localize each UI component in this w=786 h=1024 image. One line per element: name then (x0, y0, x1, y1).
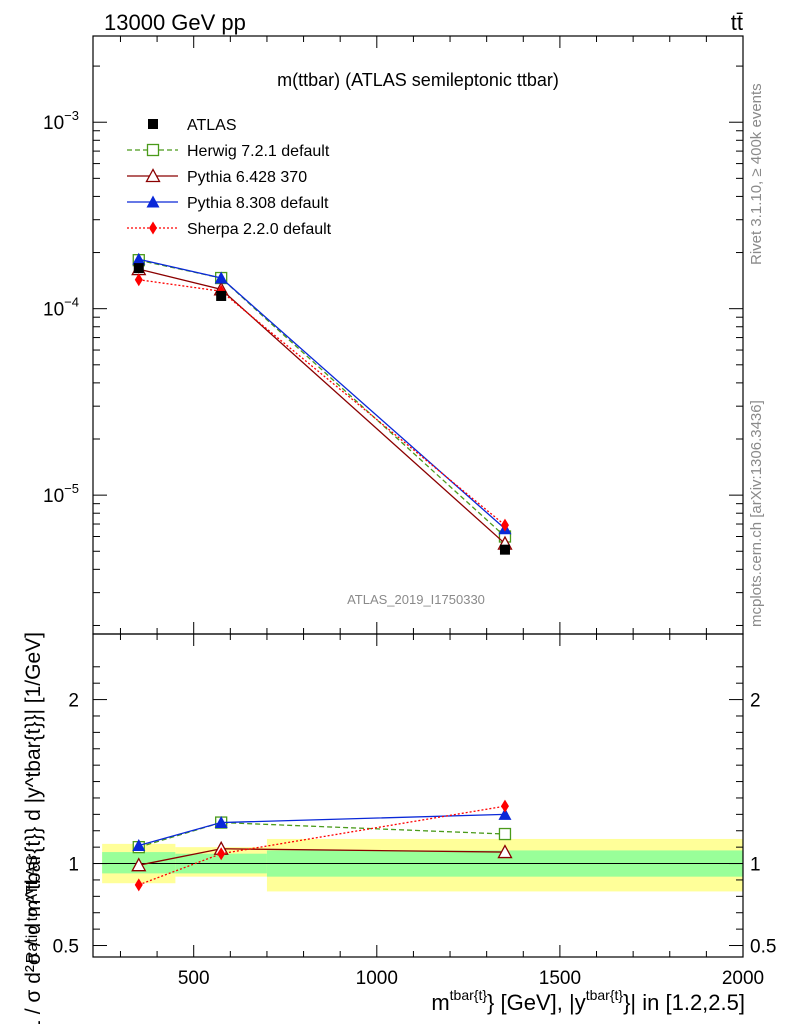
legend-label: Sherpa 2.2.0 default (187, 221, 332, 238)
series-line-main (138, 258, 506, 530)
ratio-y-tick-label-right: 1 (750, 855, 761, 876)
x-tick-label: 2000 (722, 968, 764, 989)
legend-label: Herwig 7.2.1 default (187, 143, 330, 160)
legend-marker (146, 195, 160, 208)
y-tick-label: 10−5 (43, 481, 79, 507)
y-tick-label: 10−3 (43, 108, 79, 134)
main-y-axis-title: 1 / σ d²σ / d m^tbar{t}} d |y^tbar{t}}| … (22, 632, 45, 1024)
x-tick-label: 1500 (539, 968, 581, 989)
legend-label: Pythia 8.308 default (187, 195, 329, 212)
series-ratio-point (500, 799, 509, 813)
series-line-main (138, 279, 506, 526)
ratio-uncertainty-bands (102, 838, 743, 892)
legend-marker (149, 221, 157, 235)
legend-marker (146, 143, 160, 157)
series-3 (134, 273, 509, 892)
legend: ATLAS Herwig 7.2.1 default Pythia 6.428 37… (127, 117, 332, 238)
series-line-main (138, 268, 506, 545)
series-ratio-point (498, 827, 512, 841)
process-label: tt̄ (731, 10, 743, 35)
ratio-y-tick-label: 2 (68, 691, 79, 712)
ticks-layer: 500 1000 1500 2000 10−5 10−4 10−3 0.5 0.5 1 1 2 2 (43, 36, 776, 989)
ratio-y-axis-title: Ratio to ATLAS (24, 855, 41, 963)
legend-entry: Sherpa 2.2.0 default (127, 221, 332, 238)
ratio-y-tick-label: 1 (68, 855, 79, 876)
series-ratio-point (131, 857, 147, 872)
data-point (499, 544, 510, 555)
legend-entry: Pythia 8.308 default (127, 195, 329, 212)
legend-marker (145, 168, 161, 183)
series-point (132, 252, 146, 265)
series-ratio-point (498, 807, 512, 820)
series-ratio-point (497, 844, 513, 859)
legend-label: Pythia 6.428 370 (187, 169, 307, 186)
series-2 (132, 252, 512, 852)
mcplots-label: mcplots.cern.ch [arXiv:1306.3436] (748, 400, 765, 627)
series-layer (131, 252, 513, 892)
data-point (216, 290, 227, 301)
energy-label: 13000 GeV pp (104, 10, 246, 35)
legend-entry: Herwig 7.2.1 default (127, 143, 330, 160)
series-point (214, 271, 228, 284)
data-series (133, 263, 510, 555)
series-ratio-point (214, 816, 228, 829)
legend-marker (148, 119, 158, 129)
ratio-y-tick-label-right: 0.5 (750, 937, 776, 958)
series-point (500, 518, 509, 532)
y-tick-label: 10−4 (43, 295, 79, 321)
x-axis-title: mtbar{t}} [GeV], |ytbar{t}}| in [1.2,2.5… (431, 987, 745, 1015)
legend-entry: ATLAS (148, 117, 237, 134)
legend-entry: Pythia 6.428 370 (127, 168, 307, 186)
series-point (134, 273, 143, 287)
data-point (133, 263, 144, 274)
axes-frames (92, 35, 744, 958)
ratio-y-tick-label-right: 2 (750, 691, 761, 712)
analysis-id: ATLAS_2019_I1750330 (347, 592, 485, 607)
series-ratio-point (134, 878, 143, 892)
ratio-y-tick-label: 0.5 (53, 937, 79, 958)
series-0 (132, 254, 512, 854)
legend-label: ATLAS (187, 117, 237, 134)
series-ratio-point (217, 847, 226, 861)
rivet-label: Rivet 3.1.10, ≥ 400k events (748, 83, 765, 265)
chart-title: m(ttbar) (ATLAS semileptonic ttbar) (277, 70, 559, 90)
x-tick-label: 1000 (356, 968, 398, 989)
x-tick-label: 500 (178, 968, 210, 989)
ratio-panel-frame (92, 633, 744, 958)
series-line-ratio (138, 821, 505, 848)
series-ratio-point (132, 839, 146, 852)
series-1 (131, 261, 513, 872)
